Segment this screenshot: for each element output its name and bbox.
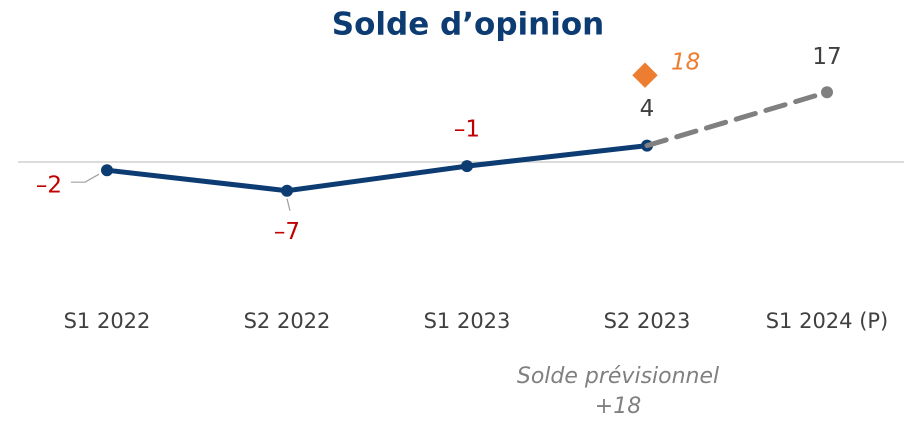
- data-label: –2: [36, 173, 62, 199]
- forecast-marker: [632, 62, 658, 88]
- leader-line: [71, 173, 100, 183]
- x-tick-label: S1 2022: [64, 309, 151, 333]
- series-line: [104, 143, 650, 194]
- annotation: +18: [595, 394, 641, 419]
- x-tick-label: S2 2023: [604, 309, 691, 333]
- data-label: 17: [812, 44, 841, 70]
- annotation: Solde prévisionnel: [517, 364, 719, 389]
- chart-title: Solde d’opinion: [332, 7, 604, 43]
- series-line: [644, 89, 830, 149]
- data-point: [281, 184, 293, 197]
- x-tick-label: S2 2022: [244, 309, 331, 333]
- leader-line: [286, 198, 291, 211]
- data-label: –1: [454, 117, 480, 143]
- data-point: [821, 86, 833, 99]
- x-tick-label: S1 2023: [424, 309, 511, 333]
- data-label: 4: [640, 96, 655, 122]
- forecast-label: 18: [671, 50, 700, 76]
- data-label: –7: [274, 219, 300, 245]
- x-tick-label: S1 2024 (P): [766, 309, 889, 333]
- data-point: [101, 164, 113, 177]
- data-point: [461, 160, 473, 173]
